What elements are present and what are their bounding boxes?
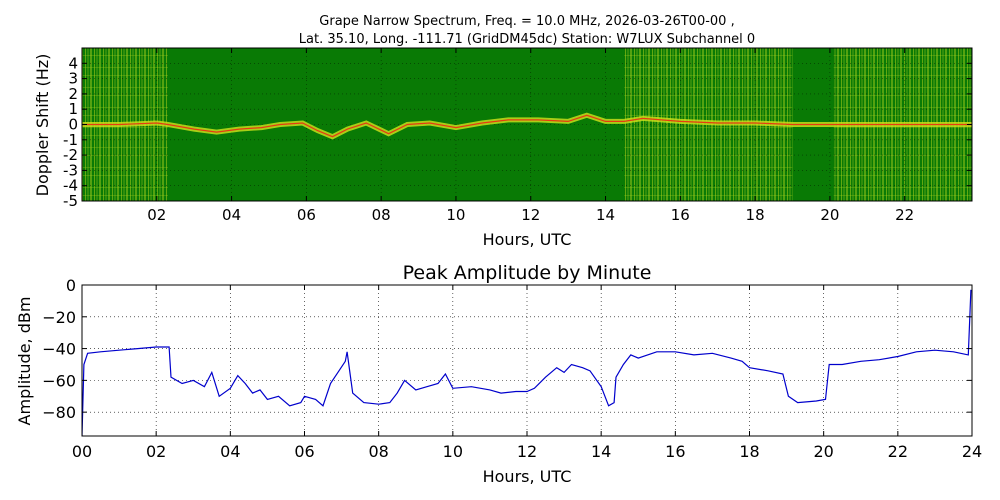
amplitude-xtick-label: 06 [294,442,314,461]
amplitude-xtick-label: 22 [888,442,908,461]
spectrogram-xtick-label: 20 [820,206,839,224]
amplitude-xtick-label: 20 [813,442,833,461]
amplitude-title: Peak Amplitude by Minute [403,262,652,284]
amplitude-ytick-label: −20 [42,308,76,327]
doppler-peak-trace [82,114,972,138]
spectrogram-ytick-label: -5 [63,192,78,210]
amplitude-xtick-label: 10 [443,442,463,461]
amplitude-ylabel: Amplitude, dBm [15,297,34,426]
amplitude-xtick-label: 08 [368,442,388,461]
spectrogram-ytick-label: -4 [63,177,78,195]
amplitude-xtick-label: 24 [962,442,982,461]
spectrogram-ytick-label: 3 [68,70,78,88]
amplitude-xlabel: Hours, UTC [483,467,572,486]
spectrogram-ylabel: Doppler Shift (Hz) [33,54,52,197]
spectrogram-xtick-label: 08 [372,206,391,224]
spectrogram-ytick-label: -3 [63,161,78,179]
figure-title-line1: Grape Narrow Spectrum, Freq. = 10.0 MHz,… [319,14,734,29]
spectrum-quiet-band [168,48,625,201]
spectrogram-ytick-label: 1 [68,100,78,118]
spectrogram-ytick-label: 2 [68,85,78,103]
spectrogram-xtick-label: 18 [746,206,765,224]
amplitude-series-line [82,289,972,436]
amplitude-xtick-label: 00 [72,442,92,461]
amplitude-ytick-label: −60 [42,371,76,390]
spectrogram-xlabel: Hours, UTC [483,230,572,249]
amplitude-xtick-label: 18 [739,442,759,461]
amplitude-ytick-label: −80 [42,403,76,422]
amplitude-ytick-label: 0 [66,276,76,295]
spectrogram-ytick-label: -1 [63,131,78,149]
spectrogram-xtick-label: 10 [446,206,465,224]
amplitude-panel: Peak Amplitude by Minute 00 02 04 06 08 10 12 1… [15,262,982,486]
amplitude-xtick-label: 04 [220,442,240,461]
spectrogram-xtick-label: 04 [222,206,241,224]
amplitude-xtick-label: 16 [665,442,685,461]
figure-title-line2: Lat. 35.10, Long. -111.71 (GridDM45dc) S… [299,32,755,47]
spectrogram-ytick-label: -2 [63,146,78,164]
amplitude-ytick-label: −40 [42,340,76,359]
spectrogram-ytick-label: 4 [68,54,78,72]
spectrogram-xtick-label: 22 [895,206,914,224]
spectrogram-ytick-label: 0 [68,116,78,134]
amplitude-xtick-label: 12 [517,442,537,461]
amplitude-xtick-label: 14 [591,442,611,461]
amplitude-plot-area [82,285,972,436]
spectrogram-xtick-label: 06 [297,206,316,224]
spectrogram-xtick-label: 02 [147,206,166,224]
spectrogram-xtick-label: 14 [596,206,615,224]
amplitude-xtick-label: 02 [146,442,166,461]
spectrogram-xtick-label: 12 [521,206,540,224]
spectrogram-xtick-label: 16 [671,206,690,224]
